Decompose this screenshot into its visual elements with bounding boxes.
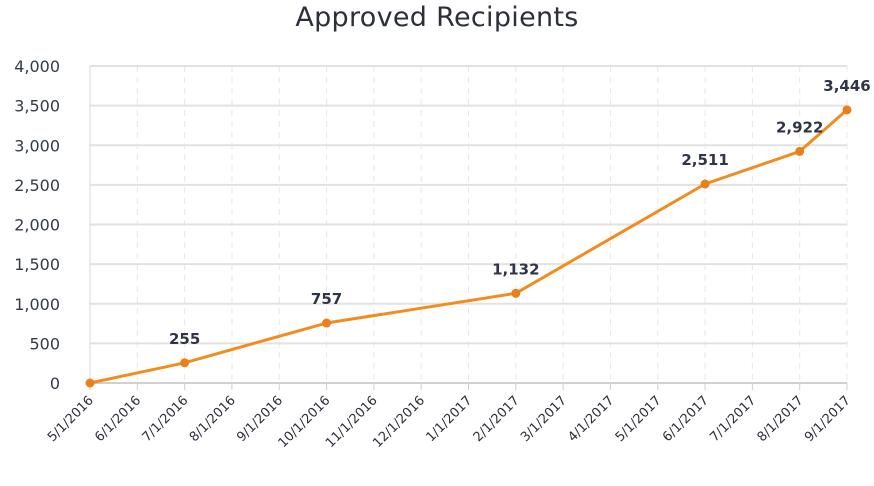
x-tick-label: 12/1/2016 <box>370 393 428 451</box>
data-point <box>180 358 190 368</box>
x-tick-label: 1/1/2017 <box>423 393 475 445</box>
y-tick-label: 1,500 <box>14 255 60 274</box>
data-label: 1,132 <box>492 260 539 278</box>
data-point <box>322 318 332 328</box>
x-tick-label: 5/1/2017 <box>613 393 665 445</box>
x-tick-label: 4/1/2017 <box>565 393 617 445</box>
x-tick-label: 2/1/2017 <box>471 393 523 445</box>
y-tick-label: 500 <box>29 334 60 353</box>
x-tick-label: 9/1/2017 <box>802 393 854 445</box>
data-point <box>842 105 852 115</box>
grid-lines <box>89 65 848 384</box>
x-tick-label: 7/1/2017 <box>707 393 759 445</box>
x-tick-label: 8/1/2017 <box>755 393 807 445</box>
data-label: 757 <box>311 290 342 308</box>
data-point <box>795 146 805 156</box>
y-tick-label: 1,000 <box>14 295 60 314</box>
x-tick-label: 8/1/2016 <box>187 393 239 445</box>
x-tick-label: 6/1/2016 <box>92 393 144 445</box>
data-labels: 255 757 1,132 2,511 2,922 3,446 <box>169 77 871 348</box>
data-label: 2,922 <box>776 118 823 136</box>
data-label: 3,446 <box>823 77 870 95</box>
x-tick-label: 3/1/2017 <box>518 393 570 445</box>
y-axis: 0 500 1,000 1,500 2,000 2,500 3,000 3,500 4,000 <box>14 57 91 393</box>
chart-title: Approved Recipients <box>295 2 579 33</box>
x-tick-label: 6/1/2017 <box>660 393 712 445</box>
data-label: 2,511 <box>681 151 728 169</box>
y-tick-label: 3,500 <box>14 97 60 116</box>
x-tick-label: 5/1/2016 <box>45 393 97 445</box>
x-axis: 5/1/20166/1/20167/1/20168/1/20169/1/2016… <box>45 383 854 451</box>
y-tick-label: 2,500 <box>14 176 60 195</box>
series-line-group <box>85 105 852 388</box>
y-tick-label: 4,000 <box>14 57 60 76</box>
data-point <box>700 179 710 189</box>
y-tick-label: 2,000 <box>14 216 60 235</box>
y-tick-label: 0 <box>50 374 60 393</box>
data-point <box>511 288 521 298</box>
x-tick-label: 7/1/2016 <box>140 393 192 445</box>
y-tick-label: 3,000 <box>14 136 60 155</box>
data-point <box>85 378 95 388</box>
data-label: 255 <box>169 330 200 348</box>
